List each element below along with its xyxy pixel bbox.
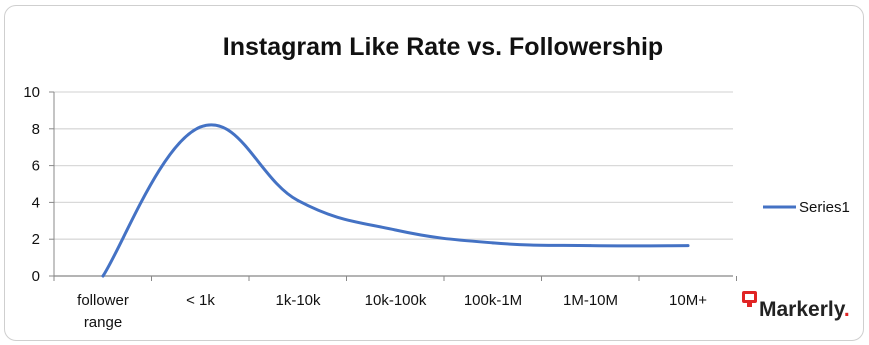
data-point <box>491 241 495 245</box>
plot-area <box>101 123 690 278</box>
chart-title: Instagram Like Rate vs. Followership <box>223 33 663 61</box>
x-axis: follower range < 1k 1k-10k 10k-100k 100k-1M 1M… <box>53 275 737 331</box>
y-axis: 0 2 4 6 8 10 <box>23 84 55 285</box>
data-point <box>199 125 202 129</box>
brand-dot: . <box>844 298 850 321</box>
y-tick-label: 8 <box>32 121 40 138</box>
x-tick-label: follower range <box>77 292 129 331</box>
markerly-logo-icon <box>742 291 757 307</box>
x-tick-label: 1M-10M <box>563 292 618 309</box>
data-point <box>101 274 105 278</box>
x-tick-label: 10M+ <box>669 292 707 309</box>
data-point <box>394 228 397 232</box>
series-line <box>101 123 690 278</box>
brand-logo: Markerly. <box>742 291 850 321</box>
chart-frame <box>4 5 864 341</box>
brand-name: Markerly <box>759 298 846 321</box>
x-tick-label: < 1k <box>186 292 215 309</box>
x-tick-label: 1k-10k <box>275 292 321 309</box>
x-tick-label: 100k-1M <box>464 292 522 309</box>
data-point <box>296 199 300 202</box>
data-point <box>686 244 690 248</box>
y-tick-label: 0 <box>32 268 40 285</box>
legend-label: Series1 <box>799 199 850 216</box>
y-tick-label: 10 <box>23 84 40 101</box>
svg-text:Markerly.: Markerly. <box>759 298 850 321</box>
gridlines <box>54 91 733 240</box>
y-tick-label: 2 <box>32 231 40 248</box>
y-tick-label: 6 <box>32 158 40 175</box>
data-point <box>589 244 592 248</box>
y-tick-label: 4 <box>32 194 40 211</box>
x-tick-label: 10k-100k <box>365 292 427 309</box>
legend: Series1 <box>763 199 850 216</box>
